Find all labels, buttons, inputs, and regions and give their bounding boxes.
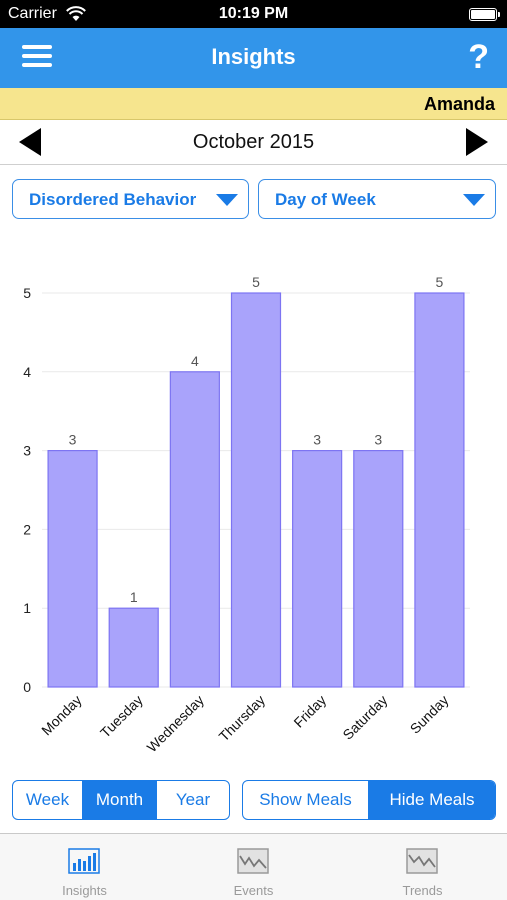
bar-chart-icon xyxy=(68,848,100,874)
status-bar: Carrier 10:19 PM xyxy=(0,0,507,28)
help-icon[interactable]: ? xyxy=(468,38,489,76)
bar xyxy=(169,371,220,688)
period-label: October 2015 xyxy=(192,131,315,153)
segment-week[interactable]: Week xyxy=(13,781,83,819)
meals-segmented-control: Show Meals Hide Meals xyxy=(242,780,496,820)
user-name: Amanda xyxy=(423,94,495,114)
bar-value-label: 3 xyxy=(374,432,382,448)
tab-events[interactable]: Events xyxy=(169,834,338,900)
page-title: Insights xyxy=(211,44,296,69)
segment-show-meals[interactable]: Show Meals xyxy=(243,781,369,819)
segment-hide-meals[interactable]: Hide Meals xyxy=(369,781,495,819)
bar xyxy=(414,292,465,688)
y-tick-label: 4 xyxy=(23,364,31,380)
navigation-bar: Insights ? xyxy=(0,28,507,88)
y-tick-label: 2 xyxy=(23,521,31,537)
tab-trends[interactable]: Trends xyxy=(338,834,507,900)
tab-label: Events xyxy=(233,883,274,898)
x-tick-label: Saturday xyxy=(339,692,390,743)
tab-insights[interactable]: Insights xyxy=(0,834,169,900)
bar-value-label: 5 xyxy=(436,274,444,290)
grouping-dropdown-label: Day of Week xyxy=(275,190,376,209)
bar xyxy=(292,450,343,688)
bar xyxy=(47,450,98,688)
x-tick-label: Thursday xyxy=(216,692,269,745)
bar xyxy=(353,450,404,688)
metric-dropdown-label: Disordered Behavior xyxy=(29,190,197,209)
tab-label: Insights xyxy=(62,883,107,898)
x-tick-label: Wednesday xyxy=(144,692,207,755)
bar-value-label: 5 xyxy=(252,274,260,290)
x-tick-label: Friday xyxy=(290,692,329,731)
carrier-label: Carrier xyxy=(8,5,57,22)
dropdown-arrow-icon xyxy=(216,194,238,206)
x-tick-label: Tuesday xyxy=(97,692,146,741)
x-tick-label: Sunday xyxy=(407,692,452,737)
period-segmented-control: Week Month Year xyxy=(12,780,230,820)
x-tick-label: Monday xyxy=(38,692,85,739)
bar-value-label: 4 xyxy=(191,353,199,369)
y-tick-label: 3 xyxy=(23,443,31,459)
tab-label: Trends xyxy=(402,883,443,898)
bar-chart-svg: 0 1 2 3 4 5 3 Monday 1 Tuesday 4 Wednesday 5 Thursday… xyxy=(23,274,470,755)
wifi-icon xyxy=(66,6,86,21)
next-period-arrow-icon[interactable] xyxy=(466,128,488,156)
user-banner: Amanda xyxy=(0,88,507,120)
dropdown-arrow-icon xyxy=(463,194,485,206)
trends-chart-icon xyxy=(406,848,438,874)
bar-value-label: 1 xyxy=(130,589,138,605)
menu-icon[interactable] xyxy=(22,45,52,69)
battery-icon xyxy=(469,8,500,21)
bar xyxy=(108,607,159,688)
segment-month[interactable]: Month xyxy=(83,781,157,819)
y-tick-label: 0 xyxy=(23,679,31,695)
clock: 10:19 PM xyxy=(218,5,289,22)
y-tick-label: 1 xyxy=(23,600,31,616)
bar-value-label: 3 xyxy=(69,432,77,448)
events-chart-icon xyxy=(237,848,269,874)
bar-chart: 0 1 2 3 4 5 3 Monday 1 Tuesday 4 Wednesday 5 Thursday… xyxy=(0,250,507,770)
grouping-dropdown[interactable]: Day of Week xyxy=(258,179,496,219)
tab-bar: Insights Events Trends xyxy=(0,833,507,900)
metric-dropdown[interactable]: Disordered Behavior xyxy=(12,179,249,219)
segment-year[interactable]: Year xyxy=(175,790,211,809)
period-selector: October 2015 xyxy=(0,120,507,165)
bar xyxy=(230,292,282,688)
bar-value-label: 3 xyxy=(313,432,321,448)
y-tick-label: 5 xyxy=(23,285,31,301)
previous-period-arrow-icon[interactable] xyxy=(19,128,41,156)
